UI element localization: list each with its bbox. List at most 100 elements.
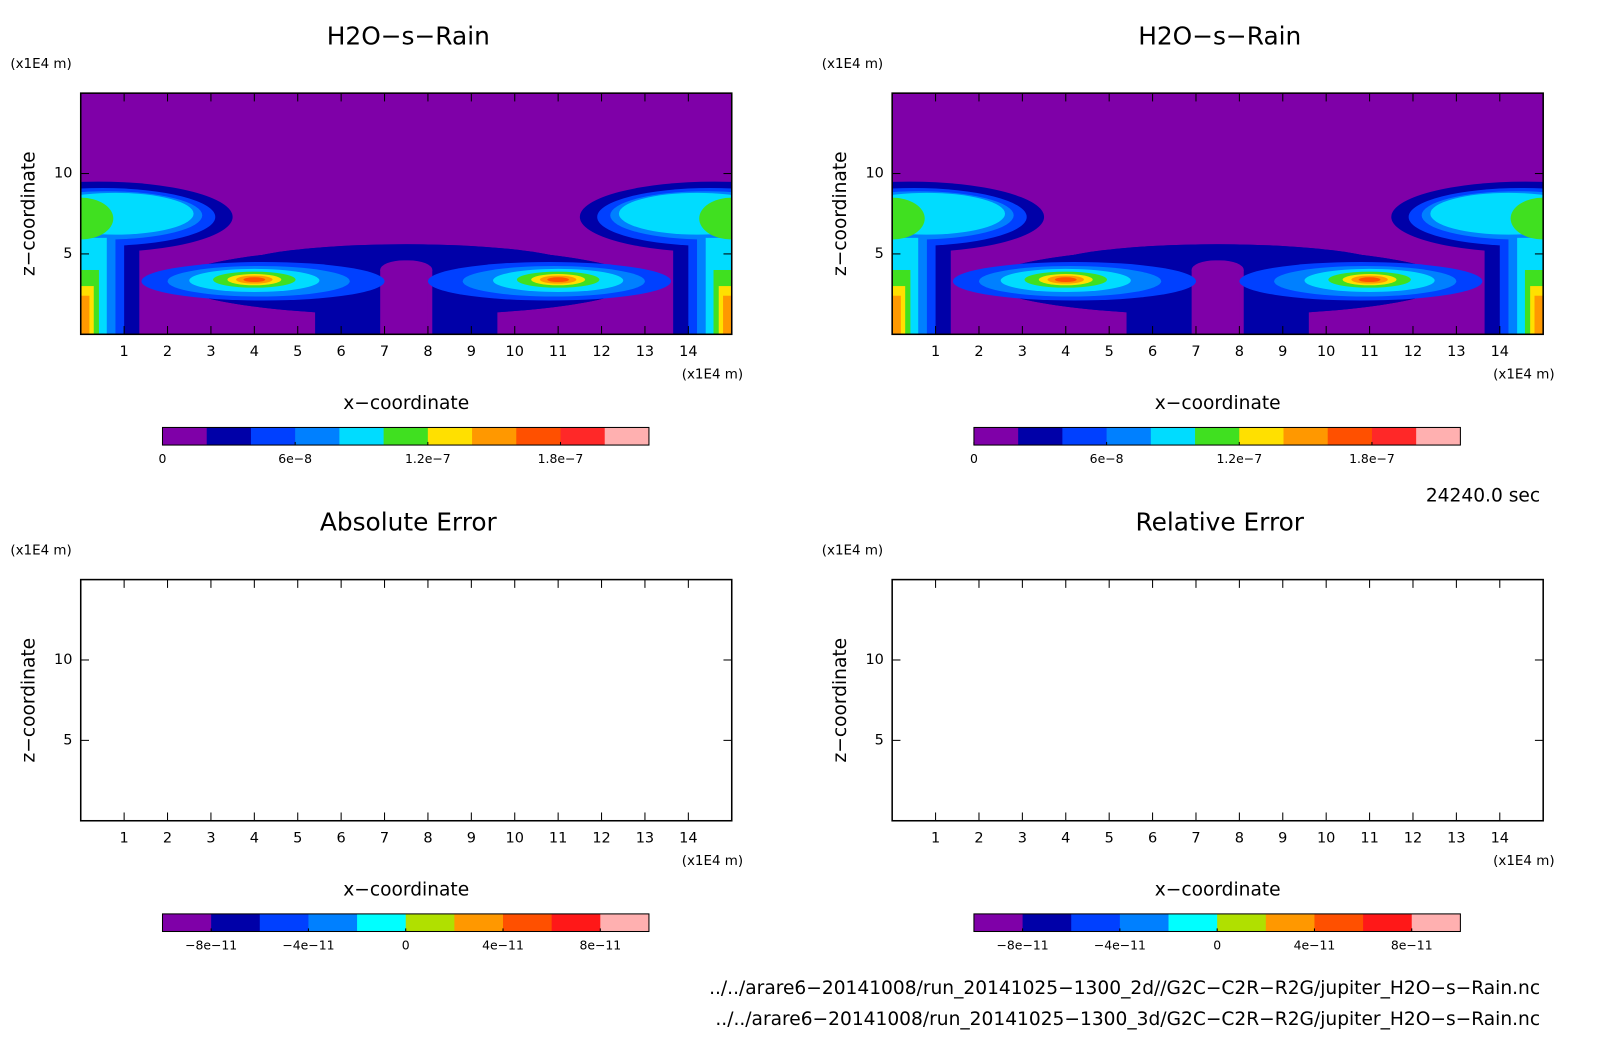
x-tick-label: 1 [120, 830, 129, 846]
colorbar-swatch [604, 427, 650, 446]
x-tick-label: 14 [1491, 344, 1509, 360]
x-tick-label: 6 [337, 344, 346, 360]
plot-frame [891, 578, 1544, 822]
x-tick-label: 7 [380, 344, 389, 360]
colorbar-swatch [1062, 427, 1108, 446]
y-tick-label: 5 [63, 246, 72, 262]
y-axis-label: z−coordinate [18, 151, 39, 276]
y-tick-label: 5 [875, 732, 884, 748]
x-tick-label: 11 [1360, 344, 1378, 360]
colorbar-swatch [454, 913, 504, 932]
panel-title: H2O−s−Rain [327, 21, 490, 50]
x-tick-label: 8 [423, 830, 432, 846]
x-tick-label: 4 [1061, 830, 1070, 846]
plot-frame [79, 92, 733, 336]
x-tick-label: 1 [931, 830, 940, 846]
colorbar-tick-label: 8e−11 [1391, 937, 1433, 952]
colorbar-swatch [308, 913, 358, 932]
colorbar-swatch [1327, 427, 1373, 446]
colorbar-tick-label: 8e−11 [579, 937, 621, 952]
colorbar-swatch [206, 427, 252, 446]
colorbar-swatch [357, 913, 407, 932]
contour-band [380, 269, 428, 335]
x-unit: (x1E4 m) [1493, 854, 1554, 869]
colorbar-tick-label: 0 [1213, 937, 1221, 952]
colorbar-swatch [405, 913, 455, 932]
colorbar-swatch [1217, 913, 1267, 932]
panel: Relative Error (x1E4 m) (x1E4 m) z−coordina… [822, 508, 1555, 953]
x-tick-label: 2 [163, 344, 172, 360]
x-unit: (x1E4 m) [682, 368, 743, 383]
colorbar-tick-label: 0 [159, 451, 167, 466]
x-tick-label: 8 [423, 344, 432, 360]
contour-band [699, 197, 732, 240]
colorbar-frame [973, 426, 1461, 446]
contour-band [892, 295, 901, 335]
y-unit: (x1E4 m) [10, 544, 71, 559]
colorbar-swatch [1168, 913, 1218, 932]
x-tick-label: 9 [467, 830, 476, 846]
x-tick-label: 1 [931, 344, 940, 360]
x-tick-label: 14 [1491, 830, 1509, 846]
x-tick-label: 9 [467, 344, 476, 360]
colorbar-swatch [259, 913, 309, 932]
x-tick-label: 9 [1278, 830, 1287, 846]
x-unit: (x1E4 m) [1493, 368, 1554, 383]
x-tick-label: 4 [1061, 344, 1070, 360]
x-tick-label: 3 [206, 344, 215, 360]
panel-title: H2O−s−Rain [1138, 21, 1301, 50]
x-tick-label: 7 [1191, 344, 1200, 360]
x-tick-label: 11 [1360, 830, 1378, 846]
x-axis-label: x−coordinate [343, 393, 469, 414]
colorbar-tick-label: −8e−11 [185, 937, 237, 952]
colorbar-swatch [427, 427, 473, 446]
colorbar-swatch [1022, 913, 1072, 932]
colorbar-swatch [1150, 427, 1196, 446]
colorbar-swatch [516, 427, 562, 446]
colorbar-tick-label: 1.2e−7 [405, 451, 451, 466]
colorbar-tick-label: 4e−11 [482, 937, 524, 952]
colorbar-swatch [600, 913, 650, 932]
colorbar-swatch [1119, 913, 1170, 932]
x-tick-label: 4 [250, 344, 259, 360]
time-label: 24240.0 sec [1426, 485, 1540, 506]
y-tick-label: 5 [875, 246, 884, 262]
colorbar-frame [161, 426, 650, 446]
contour-band [80, 295, 90, 335]
colorbar-swatch [1411, 913, 1461, 932]
colorbar-swatch [560, 427, 606, 446]
contour-band [892, 197, 925, 240]
colorbar-tick-label: 1.2e−7 [1216, 451, 1262, 466]
colorbar-swatch [1314, 913, 1364, 932]
x-axis-label: x−coordinate [1155, 880, 1281, 901]
x-tick-label: 6 [1148, 344, 1157, 360]
x-tick-label: 3 [1018, 344, 1027, 360]
panel: H2O−s−Rain (x1E4 m) (x1E4 m) z−coordinate x−… [10, 21, 743, 466]
colorbar-tick-label: −4e−11 [282, 937, 334, 952]
colorbar-tick-label: −4e−11 [1094, 937, 1146, 952]
colorbar-tick-label: −8e−11 [997, 937, 1049, 952]
panel-title: Absolute Error [320, 508, 498, 537]
colorbar-swatch [1195, 427, 1240, 446]
colorbar-swatch [472, 427, 517, 446]
colorbar-swatch [1239, 427, 1285, 446]
colorbar-swatch [295, 427, 340, 446]
contour-band [892, 192, 1005, 235]
x-tick-label: 13 [1447, 344, 1465, 360]
x-tick-label: 2 [974, 830, 983, 846]
panel: H2O−s−Rain (x1E4 m) (x1E4 m) z−coordinate x−… [822, 21, 1555, 466]
x-tick-label: 4 [250, 830, 259, 846]
colorbar-swatch [339, 427, 385, 446]
y-unit: (x1E4 m) [10, 57, 71, 72]
x-tick-label: 12 [592, 830, 610, 846]
x-tick-label: 6 [337, 830, 346, 846]
y-axis-label: z−coordinate [830, 151, 851, 276]
x-tick-label: 7 [1191, 830, 1200, 846]
x-tick-label: 7 [380, 830, 389, 846]
x-tick-label: 6 [1148, 830, 1157, 846]
colorbar-swatch [162, 427, 208, 446]
colorbar-swatch [1018, 427, 1063, 446]
colorbar-swatch [250, 427, 296, 446]
x-tick-label: 11 [549, 344, 567, 360]
x-tick-label: 3 [206, 830, 215, 846]
